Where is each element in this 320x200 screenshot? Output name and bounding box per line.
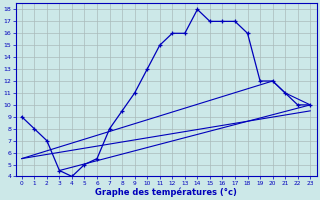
X-axis label: Graphe des températures (°c): Graphe des températures (°c)	[95, 187, 237, 197]
